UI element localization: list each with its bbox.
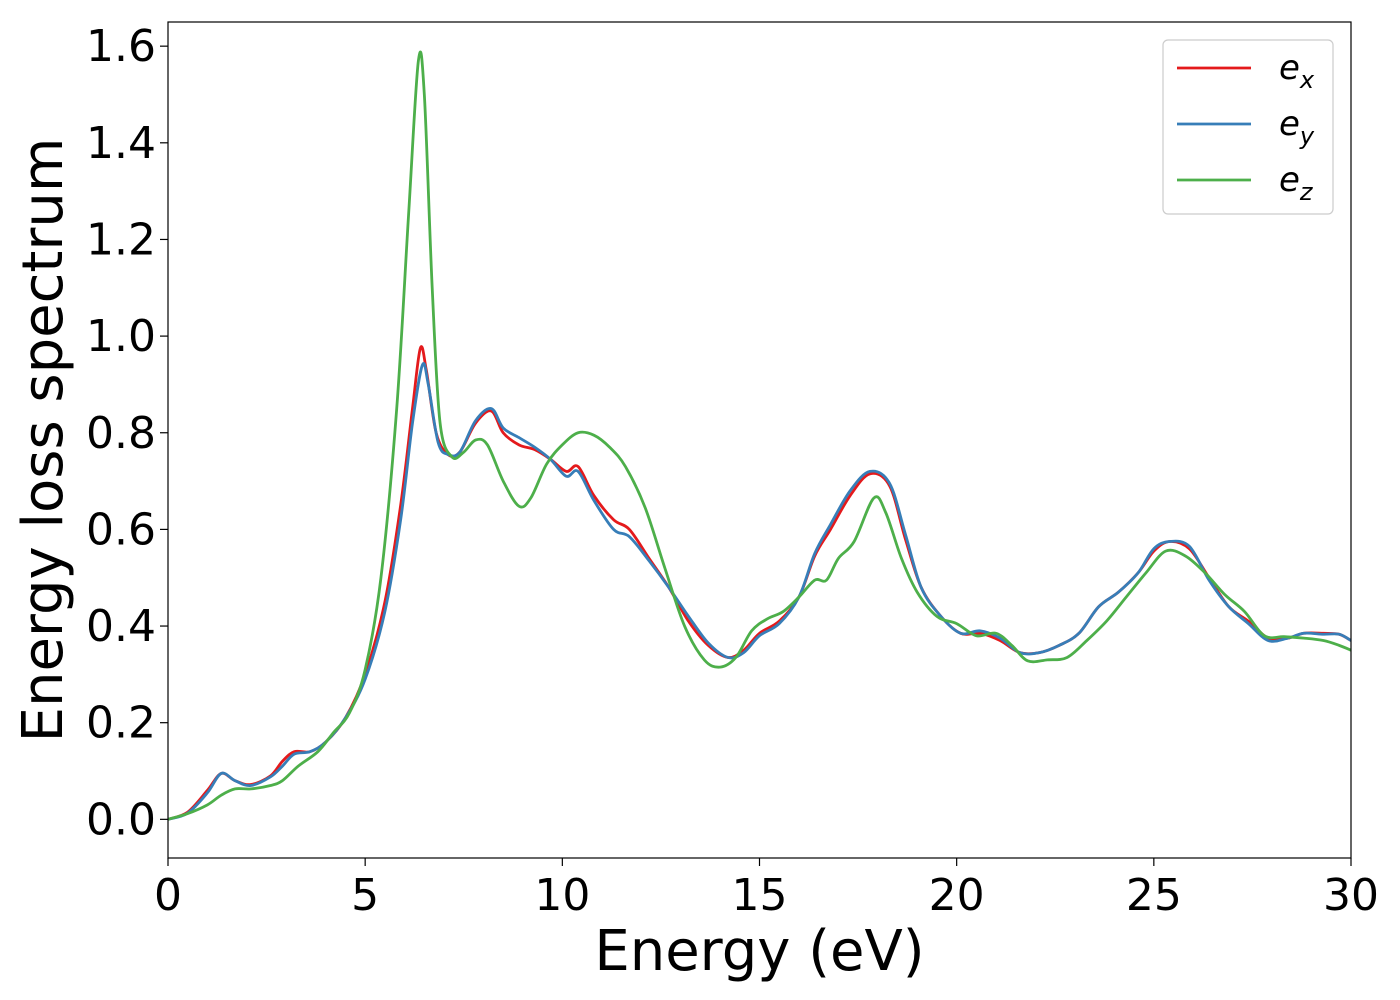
y-tick-label: 1.6 bbox=[86, 21, 156, 72]
legend-label-z: ez bbox=[1279, 160, 1314, 206]
y-tick-label: 0.6 bbox=[86, 504, 156, 555]
x-tick-label: 0 bbox=[154, 870, 182, 921]
series-line-z bbox=[168, 50, 1351, 821]
y-tick-label: 0.8 bbox=[86, 408, 156, 459]
x-axis-title: Energy (eV) bbox=[594, 919, 924, 984]
legend-box bbox=[1162, 39, 1334, 215]
legend: ex ey ez bbox=[1162, 39, 1334, 215]
x-axis: 0 5 10 15 20 25 30 bbox=[154, 858, 1379, 921]
y-tick-label: 1.4 bbox=[86, 118, 156, 169]
legend-label-x: ex bbox=[1279, 48, 1315, 94]
series-line-y bbox=[168, 362, 1351, 821]
x-tick-label: 10 bbox=[534, 870, 590, 921]
y-tick-label: 0.4 bbox=[86, 601, 156, 652]
x-tick-label: 20 bbox=[929, 870, 985, 921]
x-tick-label: 15 bbox=[732, 870, 788, 921]
y-axis: 0.0 0.2 0.4 0.6 0.8 1.0 1.2 1.4 1.6 bbox=[86, 21, 168, 845]
legend-label-y: ey bbox=[1279, 104, 1315, 150]
x-tick-label: 30 bbox=[1323, 870, 1379, 921]
x-tick-label: 5 bbox=[351, 870, 379, 921]
series-layer bbox=[168, 50, 1351, 821]
y-tick-label: 1.2 bbox=[86, 214, 156, 265]
y-tick-label: 0.0 bbox=[86, 794, 156, 845]
y-tick-label: 1.0 bbox=[86, 311, 156, 362]
x-tick-label: 25 bbox=[1126, 870, 1182, 921]
y-tick-label: 0.2 bbox=[86, 698, 156, 749]
y-axis-title: Energy loss spectrum bbox=[11, 138, 76, 743]
